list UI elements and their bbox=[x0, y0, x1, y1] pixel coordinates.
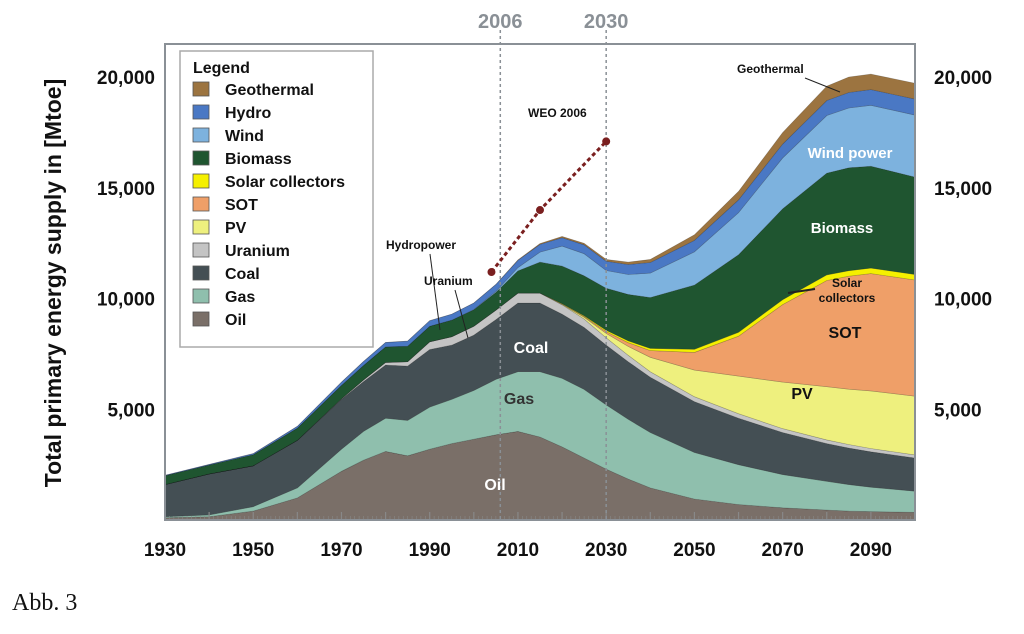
pointer-geothermal bbox=[804, 77, 841, 93]
x-tick-label: 2090 bbox=[850, 540, 892, 561]
label-oil: Oil bbox=[484, 477, 505, 494]
x-tick-label: 1930 bbox=[144, 540, 186, 561]
legend-label-biomass: Biomass bbox=[225, 151, 292, 168]
x-tick-label: 1950 bbox=[232, 540, 274, 561]
plot-frame bbox=[164, 43, 916, 521]
legend-box bbox=[179, 50, 374, 348]
energy-supply-chart: 2006 2030 1930 1950 1970 1990 2010 2030 2050 207… bbox=[40, 11, 992, 561]
legend-title: Legend bbox=[193, 60, 250, 77]
legend-label-wind: Wind bbox=[225, 128, 264, 145]
y-tick-label-right: 5,000 bbox=[934, 400, 982, 421]
legend-label-oil: Oil bbox=[225, 312, 246, 329]
weo-2006-projection bbox=[487, 137, 611, 277]
legend-swatch-uranium bbox=[192, 242, 210, 258]
legend-label-coal: Coal bbox=[225, 266, 260, 283]
label-wind-power: Wind power bbox=[808, 145, 893, 162]
legend-swatch-oil bbox=[192, 311, 210, 327]
legend-swatch-geothermal bbox=[192, 81, 210, 97]
legend-label-solar-collectors: Solar collectors bbox=[225, 174, 345, 191]
label-sot: SOT bbox=[829, 325, 862, 342]
pointer-solar-collectors bbox=[787, 288, 816, 294]
label-gas: Gas bbox=[504, 391, 534, 408]
x-tick-labels: 1930 1950 1970 1990 2010 2030 2050 2070 2090 bbox=[144, 540, 892, 561]
legend-label-gas: Gas bbox=[225, 289, 255, 306]
legend-swatch-solar-collectors bbox=[192, 173, 210, 189]
figure-caption: Abb. 3 bbox=[12, 590, 78, 616]
label-hydropower: Hydropower bbox=[386, 238, 456, 252]
reference-label-2006: 2006 bbox=[478, 11, 523, 33]
y-tick-label-left: 10,000 bbox=[97, 290, 155, 311]
legend-swatch-biomass bbox=[192, 150, 210, 166]
label-uranium: Uranium bbox=[424, 274, 473, 288]
label-coal: Coal bbox=[514, 340, 549, 357]
y-tick-label-right: 10,000 bbox=[934, 290, 992, 311]
pointer-uranium bbox=[454, 289, 469, 339]
y-axis-label: Total primary energy supply in [Mtoe] bbox=[40, 79, 66, 488]
x-tick-label: 2070 bbox=[762, 540, 804, 561]
stacked-area-layers bbox=[164, 73, 916, 521]
weo-2006-point bbox=[536, 206, 544, 215]
y-tick-label-right: 20,000 bbox=[934, 68, 992, 89]
weo-2006-point bbox=[487, 268, 496, 277]
label-biomass: Biomass bbox=[811, 220, 874, 237]
legend-swatch-wind bbox=[192, 127, 210, 143]
legend-label-sot: SOT bbox=[225, 197, 258, 214]
legend-entries: Geothermal Hydro Wind Biomass Solar collecto… bbox=[192, 81, 345, 329]
y-tick-label-right: 15,000 bbox=[934, 179, 992, 200]
legend-label-hydro: Hydro bbox=[225, 105, 271, 122]
legend-swatch-hydro bbox=[192, 104, 210, 120]
x-tick-label: 2010 bbox=[497, 540, 539, 561]
legend: Legend Geothermal Hydro Wind Biomass Solar c… bbox=[179, 50, 374, 348]
y-tick-label-left: 20,000 bbox=[97, 68, 155, 89]
legend-label-geothermal: Geothermal bbox=[225, 82, 314, 99]
y-tick-label-left: 15,000 bbox=[97, 179, 155, 200]
legend-label-pv: PV bbox=[225, 220, 247, 237]
legend-swatch-sot bbox=[192, 196, 210, 212]
label-weo-2006: WEO 2006 bbox=[528, 106, 587, 120]
legend-swatch-coal bbox=[192, 265, 210, 281]
annotations: Hydropower Uranium WEO 2006 Geothermal W… bbox=[386, 62, 893, 494]
legend-swatch-pv bbox=[192, 219, 210, 235]
pointer-hydropower bbox=[429, 253, 441, 331]
x-tick-label: 2030 bbox=[585, 540, 627, 561]
y-tick-label-left: 5,000 bbox=[107, 400, 155, 421]
x-tick-label: 1970 bbox=[320, 540, 362, 561]
weo-2006-point bbox=[602, 137, 611, 146]
legend-swatch-gas bbox=[192, 288, 210, 304]
x-tick-label: 2050 bbox=[673, 540, 715, 561]
y-tick-labels: 5,000 5,000 10,000 10,000 15,000 15,000 20,000… bbox=[97, 68, 992, 421]
label-solar-collectors-2: collectors bbox=[819, 291, 876, 305]
reference-label-2030: 2030 bbox=[584, 11, 629, 33]
label-solar-collectors-1: Solar bbox=[832, 276, 862, 290]
reference-lines: 2006 2030 bbox=[478, 11, 628, 520]
label-pv: PV bbox=[791, 386, 813, 403]
label-geothermal: Geothermal bbox=[737, 62, 804, 76]
legend-label-uranium: Uranium bbox=[225, 243, 290, 260]
x-tick-label: 1990 bbox=[409, 540, 451, 561]
